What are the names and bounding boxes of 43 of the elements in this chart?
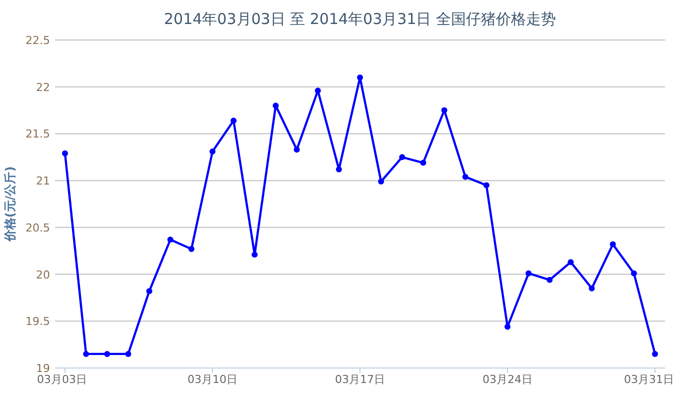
y-tick-label: 22.5: [26, 34, 50, 47]
y-tick-label: 20: [36, 268, 50, 282]
point: [125, 350, 132, 357]
point: [546, 276, 553, 283]
y-tick-label: 21.5: [26, 128, 50, 141]
point: [294, 146, 300, 153]
point: [399, 154, 406, 160]
x-tick-label: 03月17日: [335, 373, 385, 386]
point: [146, 288, 152, 294]
point: [62, 150, 68, 156]
y-tick-label: 20.5: [26, 221, 50, 234]
y-tick-label: 21: [36, 174, 50, 188]
x-tick-label: 03月31日: [624, 373, 674, 386]
point: [378, 178, 384, 185]
point: [588, 285, 595, 292]
point: [483, 182, 490, 188]
x-tick-label: 03月24日: [482, 373, 532, 386]
point: [568, 259, 574, 266]
point: [462, 174, 468, 180]
point: [252, 252, 258, 258]
point: [336, 166, 342, 172]
point: [272, 102, 279, 109]
point: [357, 74, 363, 80]
chart-title: 2014年03月03日 至 2014年03月31日 全国仔猪价格走势: [164, 10, 556, 28]
point: [610, 241, 616, 248]
point: [188, 246, 194, 252]
y-tick-label: 19: [36, 362, 50, 375]
point: [630, 270, 637, 276]
x-tick-label: 03月10日: [188, 373, 238, 386]
y-tick-label: 22: [36, 80, 50, 94]
point: [230, 118, 237, 124]
point: [526, 270, 532, 276]
x-tick-label: 03月03日: [37, 373, 87, 386]
point: [420, 160, 426, 166]
point: [104, 350, 110, 357]
y-axis-title: 价格(元/公斤): [3, 166, 17, 243]
point: [83, 350, 90, 357]
point: [652, 350, 658, 357]
point: [167, 236, 174, 243]
point: [504, 324, 510, 330]
point: [441, 107, 448, 114]
point: [210, 148, 216, 155]
y-tick-label: 19.5: [26, 315, 50, 328]
